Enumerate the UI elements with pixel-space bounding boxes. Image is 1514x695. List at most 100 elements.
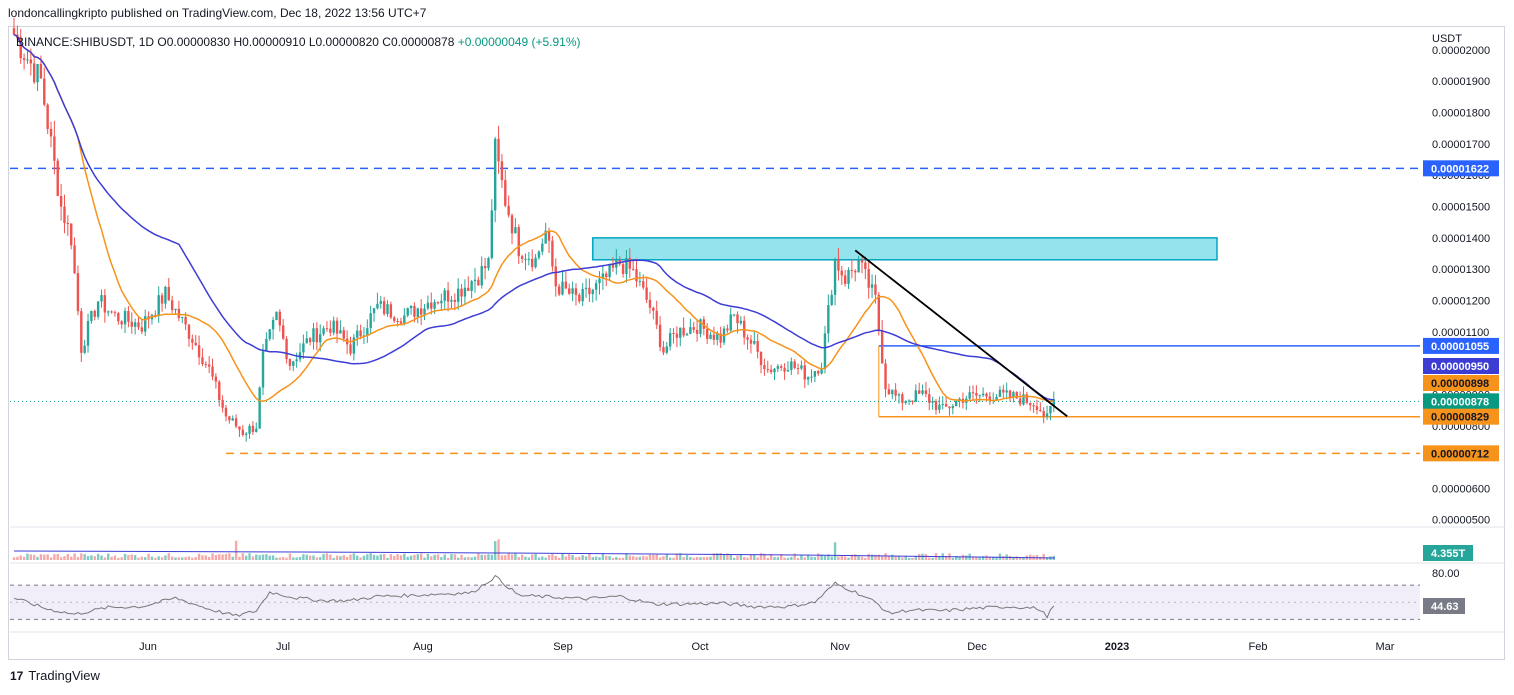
volume-bar — [541, 556, 544, 560]
candle-body — [763, 365, 766, 370]
candle-body — [386, 304, 389, 315]
volume-bar — [96, 553, 100, 560]
volume-bar — [298, 556, 302, 560]
volume-bar — [214, 555, 218, 560]
volume-bar — [268, 555, 271, 560]
candle-body — [716, 333, 719, 340]
candle-body — [201, 357, 204, 365]
volume-bar — [514, 553, 517, 560]
tradingview-footer[interactable]: 17 TradingView — [10, 668, 100, 683]
volume-bar — [413, 554, 416, 560]
volume-bar — [480, 554, 483, 560]
candle-body — [709, 334, 712, 339]
candle-body — [860, 260, 864, 263]
volume-bar — [759, 553, 763, 560]
volume-bar — [123, 553, 127, 560]
volume-bar — [1012, 556, 1015, 560]
volume-bar — [460, 554, 463, 560]
volume-bar — [137, 557, 140, 560]
candle-body — [26, 59, 29, 61]
candle-body — [753, 340, 756, 344]
volume-bar — [985, 555, 988, 560]
candle-body — [1045, 413, 1049, 417]
candles-group — [12, 17, 1055, 442]
candle-body — [113, 312, 117, 314]
volume-bar — [672, 557, 675, 560]
candle-body — [911, 400, 914, 402]
down-trendline — [854, 249, 1068, 418]
candle-body — [712, 334, 716, 340]
candle-body — [800, 365, 803, 369]
candle-body — [53, 136, 56, 161]
volume-bar — [524, 556, 527, 560]
candle-body — [652, 307, 655, 311]
volume-bar — [658, 557, 662, 560]
candle-body — [672, 332, 675, 334]
candle-body — [1039, 409, 1042, 412]
volume-bar — [975, 557, 978, 560]
candle-body — [460, 288, 463, 297]
volume-bar — [32, 554, 36, 560]
candle-body — [63, 206, 66, 224]
volume-bar — [56, 554, 59, 560]
candle-body — [719, 333, 722, 343]
rsi-level-label: 80.00 — [1432, 568, 1460, 580]
candle-body — [228, 416, 231, 421]
candle-body — [322, 328, 325, 335]
candle-body — [261, 351, 265, 388]
volume-bar — [251, 556, 255, 560]
candle-body — [184, 317, 187, 325]
candle-body — [554, 266, 557, 287]
candle-body — [231, 418, 234, 421]
volume-bar — [648, 554, 652, 560]
volume-bar — [635, 556, 638, 560]
volume-bar — [170, 556, 174, 560]
volume-bar — [965, 555, 968, 560]
candle-body — [413, 305, 416, 317]
volume-bar — [278, 557, 282, 560]
volume-bar — [598, 557, 601, 560]
candle-body — [356, 330, 359, 338]
candle-body — [648, 299, 652, 308]
candle-body — [645, 287, 648, 300]
publisher-line: londoncallingkripto published on Trading… — [8, 6, 427, 20]
candle-body — [302, 343, 305, 353]
volume-bar — [1045, 557, 1049, 560]
volume-bar — [679, 553, 682, 560]
volume-bar — [827, 554, 830, 560]
volume-bar — [19, 555, 22, 560]
x-tick-label: 2023 — [1105, 641, 1129, 653]
resistance-zone — [592, 237, 1218, 261]
volume-bar — [665, 554, 669, 560]
candle-body — [749, 339, 753, 344]
volume-bar — [847, 557, 850, 560]
price-tag-bg — [1423, 160, 1499, 177]
chart-frame — [8, 26, 1505, 660]
candle-body — [955, 400, 958, 407]
candle-body — [833, 259, 837, 295]
volume-bar — [783, 557, 786, 560]
candle-body — [581, 288, 584, 302]
candle-body — [682, 327, 685, 336]
candle-body — [850, 269, 854, 271]
volume-bar — [345, 557, 349, 560]
candle-body — [66, 223, 70, 225]
candle-body — [224, 407, 228, 417]
volume-bar — [611, 557, 615, 560]
candle-body — [1018, 398, 1022, 405]
candle-body — [238, 426, 241, 430]
volume-bar — [386, 557, 389, 560]
candle-body — [507, 205, 510, 216]
candle-body — [194, 342, 197, 346]
volume-bar — [59, 557, 63, 560]
candle-body — [120, 321, 123, 325]
volume-bar — [749, 554, 753, 560]
candle-body — [22, 58, 26, 60]
candle-body — [675, 333, 679, 338]
candle-body — [325, 328, 329, 330]
candle-body — [840, 270, 843, 276]
volume-bar — [150, 556, 154, 560]
candle-body — [315, 328, 319, 343]
candle-body — [928, 394, 931, 403]
